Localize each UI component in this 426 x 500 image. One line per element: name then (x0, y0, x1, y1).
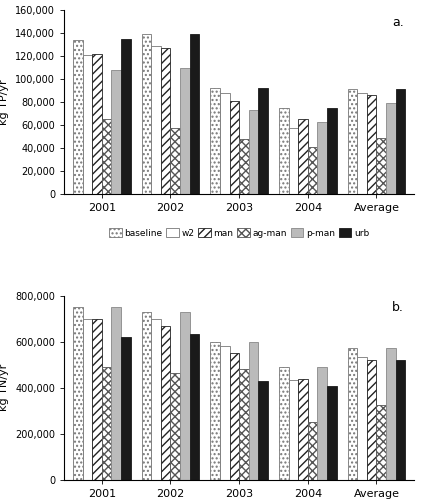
Bar (82, 55, 92, 194)
Bar (180, 68, 189, 194)
Bar (161, 48, 170, 195)
Bar (317, 122, 326, 194)
Bar (170, 128, 180, 194)
Bar (111, 307, 121, 480)
Bar (121, 337, 130, 480)
Bar (92, 318, 101, 480)
Y-axis label: kg TN/yr: kg TN/yr (0, 364, 9, 412)
Bar (229, 354, 239, 480)
Bar (288, 128, 297, 194)
Bar (239, 370, 248, 480)
Bar (101, 120, 111, 194)
Bar (357, 93, 366, 194)
Bar (73, 40, 82, 194)
Bar (101, 367, 111, 480)
Bar (376, 405, 385, 480)
Bar (357, 356, 366, 480)
Bar (189, 334, 199, 480)
Bar (141, 312, 151, 480)
Bar (297, 120, 307, 194)
Bar (219, 346, 229, 480)
Bar (326, 108, 336, 194)
Bar (121, 39, 130, 194)
Bar (395, 90, 404, 194)
Bar (288, 380, 297, 480)
Bar (161, 326, 170, 480)
Bar (210, 88, 219, 194)
Bar (366, 360, 376, 480)
Y-axis label: kg TP/yr: kg TP/yr (0, 80, 9, 125)
Bar (326, 386, 336, 480)
Bar (376, 138, 385, 194)
Bar (307, 147, 317, 194)
Bar (73, 307, 82, 480)
Bar (385, 348, 395, 480)
Bar (248, 342, 258, 480)
Bar (366, 95, 376, 194)
Bar (111, 70, 121, 194)
Bar (239, 139, 248, 194)
Bar (189, 34, 199, 194)
Bar (395, 360, 404, 480)
Bar (82, 318, 92, 480)
Bar (151, 46, 161, 195)
Bar (170, 373, 180, 480)
Bar (92, 54, 101, 194)
Bar (307, 422, 317, 480)
Bar (317, 367, 326, 480)
Legend: baseline, w2, man, ag-man, p-man, urb: baseline, w2, man, ag-man, p-man, urb (105, 225, 372, 242)
Text: a.: a. (391, 16, 403, 28)
Bar (385, 104, 395, 194)
Bar (278, 367, 288, 480)
Bar (278, 108, 288, 194)
Bar (347, 348, 357, 480)
Bar (210, 342, 219, 480)
Bar (141, 34, 151, 194)
Bar (258, 88, 268, 194)
Bar (219, 93, 229, 194)
Bar (248, 110, 258, 194)
Bar (180, 312, 189, 480)
Bar (297, 378, 307, 480)
Bar (347, 90, 357, 194)
Bar (258, 381, 268, 480)
Bar (229, 101, 239, 194)
Bar (151, 318, 161, 480)
Text: b.: b. (391, 301, 403, 314)
